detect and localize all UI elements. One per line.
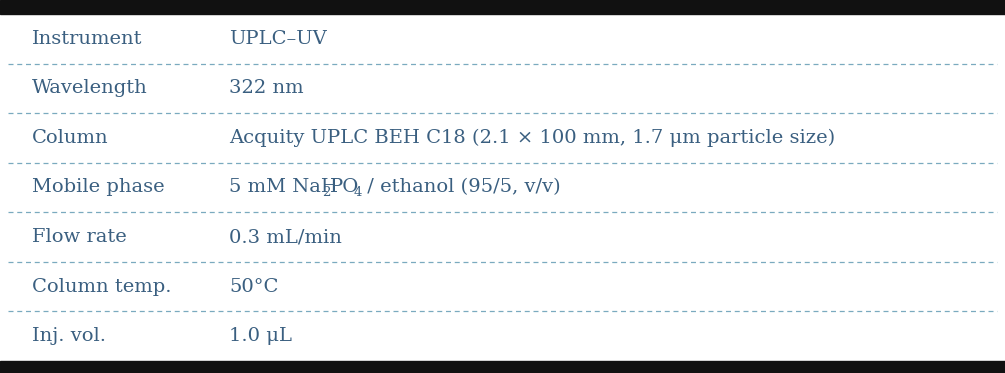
Text: 5 mM NaH: 5 mM NaH	[229, 179, 338, 197]
Text: Column: Column	[32, 129, 109, 147]
Bar	[0, 0, 1005, 14]
Text: PO: PO	[330, 179, 360, 197]
Text: Instrument: Instrument	[32, 30, 143, 48]
Text: Wavelength: Wavelength	[32, 79, 148, 97]
Text: Column temp.: Column temp.	[32, 278, 172, 296]
Text: 4: 4	[354, 186, 362, 199]
Text: Inj. vol.: Inj. vol.	[32, 327, 107, 345]
Text: 322 nm: 322 nm	[229, 79, 304, 97]
Text: 50°C: 50°C	[229, 278, 278, 296]
Text: Flow rate: Flow rate	[32, 228, 127, 246]
Text: 1.0 μL: 1.0 μL	[229, 327, 292, 345]
Text: UPLC–UV: UPLC–UV	[229, 30, 327, 48]
Bar	[0, 361, 1005, 373]
Text: 2: 2	[323, 186, 331, 199]
Text: / ethanol (95/5, v/v): / ethanol (95/5, v/v)	[361, 179, 561, 197]
Text: Acquity UPLC BEH C18 (2.1 × 100 mm, 1.7 μm particle size): Acquity UPLC BEH C18 (2.1 × 100 mm, 1.7 …	[229, 129, 835, 147]
Text: Mobile phase: Mobile phase	[32, 179, 165, 197]
Text: 0.3 mL/min: 0.3 mL/min	[229, 228, 342, 246]
